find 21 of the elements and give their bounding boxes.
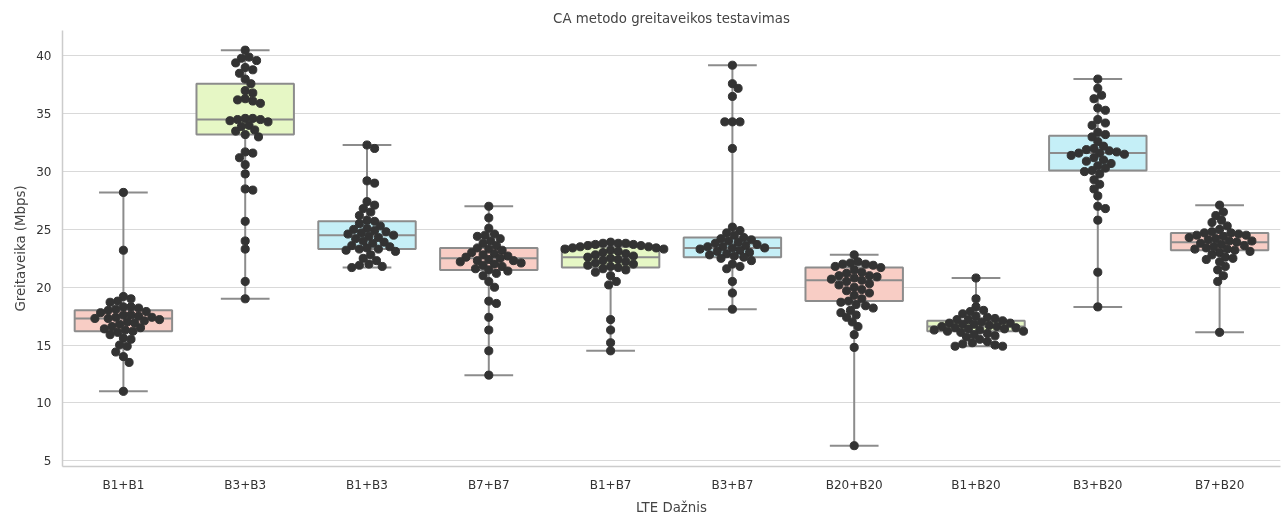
x-axis-title: LTE Dažnis bbox=[636, 499, 708, 515]
y-axis-title: Greitaveika (Mbps) bbox=[13, 185, 29, 312]
x-tick-label: B3+B20 bbox=[1073, 477, 1123, 492]
y-tick-label: 15 bbox=[36, 338, 52, 353]
x-tick-label: B1+B3 bbox=[346, 477, 388, 492]
x-tick-label: B3+B7 bbox=[711, 477, 754, 492]
x-tick-label: B1+B7 bbox=[589, 477, 632, 492]
x-tick-label: B1+B20 bbox=[951, 477, 1001, 492]
x-tick-label: B20+B20 bbox=[825, 477, 883, 492]
y-tick-label: 20 bbox=[36, 280, 52, 295]
x-tick-label: B1+B1 bbox=[102, 477, 145, 492]
y-tick-label: 25 bbox=[36, 222, 52, 237]
y-tick-label: 30 bbox=[36, 165, 52, 180]
x-tick-label: B7+B20 bbox=[1194, 477, 1245, 492]
y-tick-label: 10 bbox=[36, 396, 52, 411]
y-tick-label: 40 bbox=[36, 49, 52, 64]
x-tick-label: B7+B7 bbox=[467, 477, 510, 492]
chart-title: CA metodo greitaveikos testavimas bbox=[553, 10, 790, 26]
x-tick-label: B3+B3 bbox=[224, 477, 267, 492]
y-tick-label: 5 bbox=[43, 454, 52, 469]
y-tick-label: 35 bbox=[36, 107, 52, 122]
